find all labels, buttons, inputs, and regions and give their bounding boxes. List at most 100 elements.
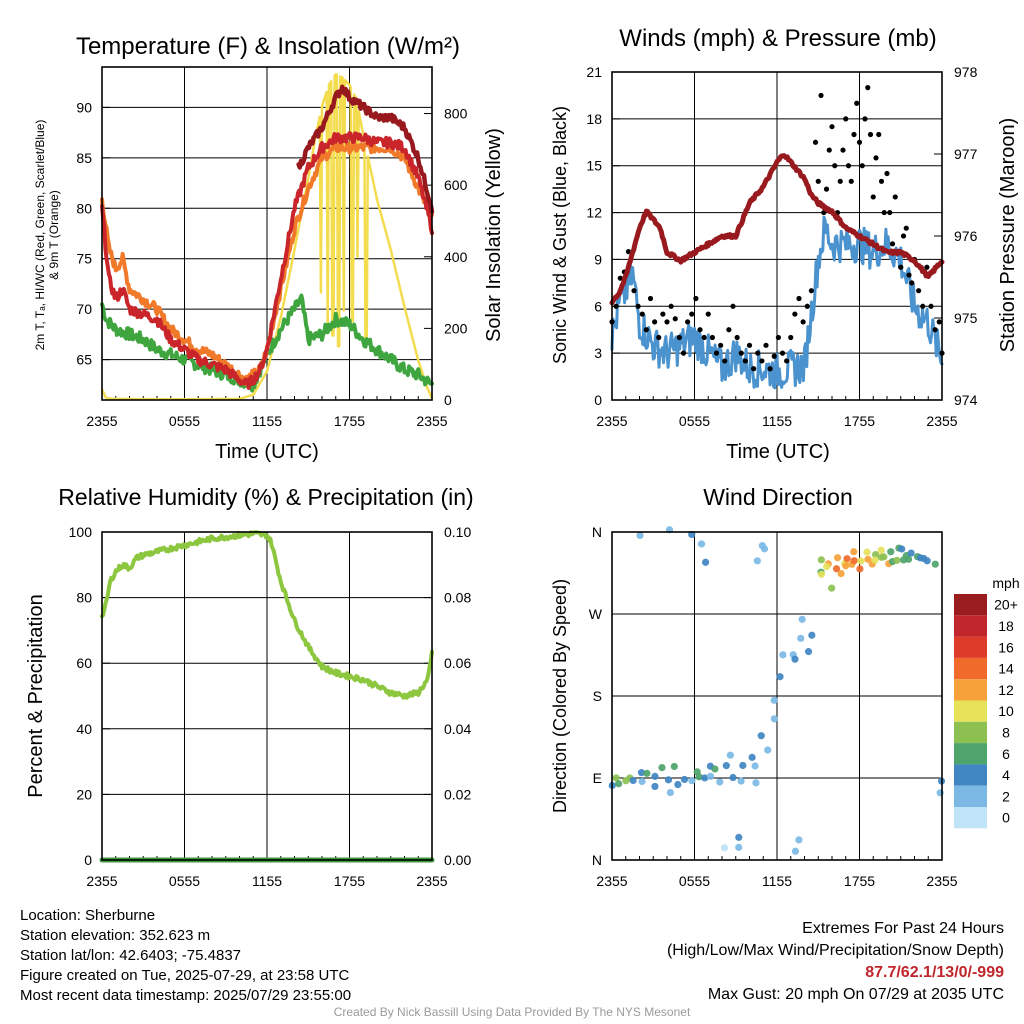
direction-point <box>711 765 719 773</box>
winds-series-1 <box>609 153 945 306</box>
temperature-plot-border <box>101 66 433 401</box>
direction-point <box>857 557 865 565</box>
humidity-ytick-label: 20 <box>76 786 92 802</box>
gust-point <box>664 319 670 325</box>
temperature-series-2 <box>296 84 435 215</box>
recent-timestamp: Most recent data timestamp: 2025/07/29 2… <box>20 987 352 1004</box>
direction-point <box>863 548 871 556</box>
gust-point <box>722 358 728 364</box>
gust-point <box>730 303 736 309</box>
temperature-xtick-label: 1155 <box>252 413 282 429</box>
humidity-y2tick-label: 0.08 <box>444 590 471 606</box>
station-elevation: Station elevation: 352.623 m <box>20 927 211 944</box>
colorbar-swatch <box>954 657 987 680</box>
direction-xtick-label: 1155 <box>762 873 792 889</box>
direction-point <box>688 777 696 785</box>
gust-point <box>928 303 934 309</box>
colorbar-swatch <box>954 785 987 807</box>
gust-point <box>639 311 645 317</box>
winds-ytick-label: 6 <box>594 298 602 314</box>
station-info: Location: Sherburne Station elevation: 3… <box>20 906 351 1006</box>
direction-point <box>670 762 678 771</box>
gust-point <box>826 147 832 153</box>
winds-ytick-label: 18 <box>586 111 602 127</box>
humidity-xtick-label: 2355 <box>86 873 117 889</box>
direction-point <box>651 772 659 780</box>
direction-point <box>798 615 806 623</box>
winds-plot-border <box>611 71 943 401</box>
direction-point <box>757 732 765 740</box>
direction-point <box>753 557 761 565</box>
gust-point <box>625 249 632 255</box>
direction-point <box>791 847 800 855</box>
gust-point <box>843 116 849 122</box>
direction-point <box>898 545 906 553</box>
direction-point <box>680 775 689 784</box>
temperature-y2tick-label: 0 <box>444 392 452 408</box>
gust-point <box>903 225 909 231</box>
gust-point <box>837 178 843 184</box>
temperature-ytick-label: 70 <box>76 301 92 317</box>
temperature-y2tick-label: 400 <box>444 249 468 265</box>
colorbar-swatch <box>954 700 987 722</box>
winds-ytick-label: 15 <box>586 158 602 174</box>
temperature-title: Temperature (F) & Insolation (W/m²) <box>76 33 460 60</box>
gust-point <box>832 163 838 169</box>
winds-ylabel-right: Station Pressure (Maroon) <box>997 118 1019 353</box>
direction-point <box>779 651 787 659</box>
direction-point <box>729 773 737 782</box>
winds-xtick-label: 2355 <box>926 413 957 429</box>
temperature-ytick-label: 65 <box>76 352 92 368</box>
gust-point <box>697 327 703 333</box>
gust-point <box>862 116 868 122</box>
gust-point <box>859 163 865 169</box>
colorbar-swatch <box>954 679 987 701</box>
direction-point <box>804 648 813 656</box>
direction-point <box>638 777 646 786</box>
direction-point <box>695 773 703 781</box>
direction-xtick-label: 2355 <box>926 873 957 889</box>
gust-point <box>845 163 852 169</box>
colorbar-swatch <box>954 743 987 765</box>
gust-point <box>906 272 912 278</box>
winds-xtick-label: 0555 <box>679 413 710 429</box>
gust-point <box>734 334 740 341</box>
figure-created: Figure created on Tue, 2025-07-29, at 23… <box>20 967 350 984</box>
gust-point <box>808 288 814 294</box>
gust-point <box>909 280 915 286</box>
direction-xtick-label: 0555 <box>679 873 710 889</box>
winds-xtick-label: 1155 <box>762 413 792 429</box>
direction-point <box>764 746 772 754</box>
temperature-y2tick-label: 800 <box>444 106 468 122</box>
temperature-panel: 2355 0555 1155 1755 2355 65 70 75 80 85 90 0 200 400 6… <box>76 66 468 429</box>
gust-point <box>873 155 879 161</box>
gust-point <box>881 209 887 216</box>
humidity-y2tick-label: 0.04 <box>444 721 471 737</box>
winds-ylabel-left: Sonic Wind & Gust (Blue, Black) <box>550 106 570 364</box>
gust-point <box>851 131 857 138</box>
winds-y2tick-label: 974 <box>954 392 978 408</box>
humidity-y2tick-label: 0.10 <box>444 524 471 540</box>
temperature-ylabel-line1: 2m T, Tₐ, HI/WC (Red, Green, Scarlet/Blu… <box>33 120 47 351</box>
direction-point <box>666 788 674 797</box>
direction-point <box>735 833 743 841</box>
gust-point <box>812 139 819 145</box>
colorbar-title: mph <box>992 575 1019 591</box>
gust-point <box>771 353 777 359</box>
gust-point <box>867 131 874 138</box>
gust-point <box>759 358 765 364</box>
direction-point <box>797 634 805 642</box>
gust-point <box>660 311 666 317</box>
direction-point <box>758 542 766 550</box>
direction-point <box>877 546 885 554</box>
temperature-series-1 <box>100 131 434 390</box>
temperature-y2tick-label: 600 <box>444 177 468 193</box>
gust-point <box>804 303 810 309</box>
gust-point <box>865 85 871 91</box>
temperature-y2tick-label: 200 <box>444 320 468 336</box>
extremes-info: Extremes For Past 24 Hours (High/Low/Max… <box>667 918 1004 1006</box>
colorbar-label: 10 <box>998 703 1014 719</box>
colorbar-swatch <box>954 636 987 658</box>
humidity-plot-border <box>101 531 433 861</box>
direction-point <box>923 557 931 565</box>
